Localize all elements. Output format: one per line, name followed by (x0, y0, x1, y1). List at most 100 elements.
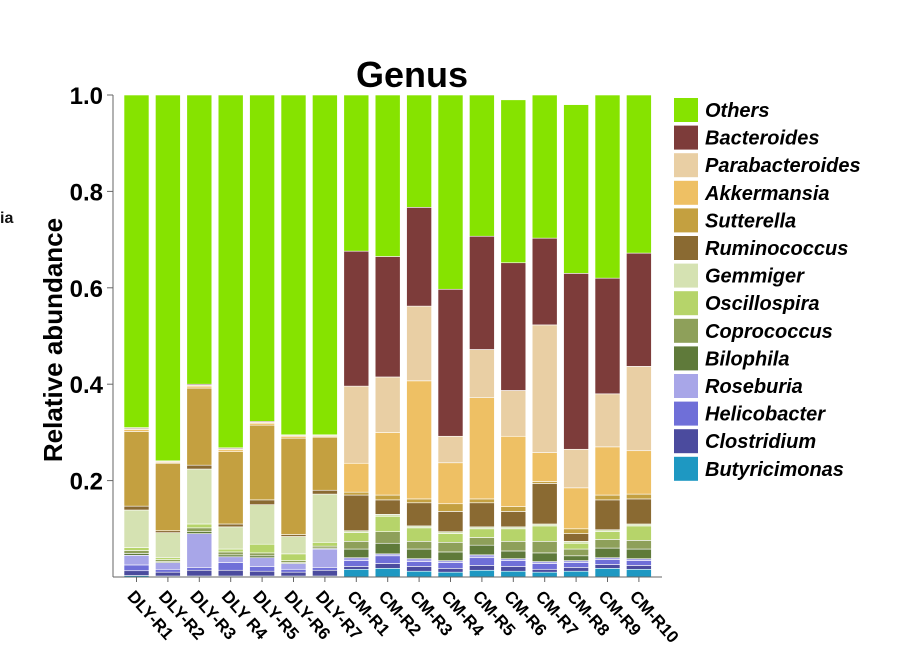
bar-segment-roseburia-dly-r4 (217, 556, 244, 563)
bar-segment-oscillospira-dly-r4 (217, 548, 244, 553)
bar-segment-bilophila-cm-r3 (406, 548, 432, 559)
bar-segment-others-dly-r2 (155, 94, 181, 462)
bar-segment-parabacteroides-cm-r3 (406, 305, 432, 382)
bar-segment-bacteroides-cm-r4 (437, 288, 464, 437)
bar-segment-oscillospira-cm-r3 (406, 527, 432, 542)
bar-segment-coprococcus-cm-r2 (374, 531, 401, 544)
bar-segment-others-cm-r6 (500, 99, 527, 264)
bar-segment-helicobacter-dly-r1 (123, 564, 150, 572)
bar-segment-coprococcus-cm-r5 (469, 537, 495, 546)
bar-segment-clostridium-cm-r9 (594, 564, 621, 569)
bar-segment-helicobacter-cm-r3 (406, 561, 432, 567)
bar-segment-bacteroides-cm-r5 (469, 235, 495, 350)
bar-segment-sutterella-dly-r4 (217, 451, 244, 525)
bar-segment-gemmiger-dly-r3 (186, 468, 213, 525)
legend-swatch-oscillospira (674, 291, 698, 316)
bar-segment-clostridium-cm-r10 (626, 565, 652, 570)
bar-segment-clostridium-dly-r7 (312, 569, 338, 577)
bar-segment-others-cm-r10 (626, 94, 652, 254)
legend-swatch-ruminococcus (674, 236, 698, 260)
bar-segment-clostridium-dly-r4 (217, 569, 244, 577)
bar-segment-bilophila-cm-r7 (531, 552, 558, 562)
legend-label-others: Others (705, 100, 769, 122)
bar-segment-roseburia-cm-r3 (406, 558, 432, 562)
legend-label-bacteroides: Bacteroides (705, 128, 820, 150)
bar-segment-sutterella-cm-r3 (406, 498, 432, 504)
bar-segment-others-dly-r7 (312, 94, 338, 436)
bar-segment-coprococcus-cm-r6 (500, 541, 527, 552)
legend-label-parabacteroides: Parabacteroides (705, 155, 861, 177)
legend-label-gemmiger: Gemmiger (705, 266, 805, 288)
bar-segment-roseburia-cm-r5 (469, 554, 495, 559)
bar-segment-sutterella-dly-r7 (312, 436, 338, 491)
bar-segment-coprococcus-dly-r5 (249, 552, 275, 557)
bar-segment-akkermansia-cm-r1 (343, 462, 370, 493)
legend-label-ruminococcus: Ruminococcus (705, 238, 848, 260)
bar-segment-sutterella-cm-r8 (563, 528, 589, 534)
bar-segment-akkermansia-cm-r7 (531, 452, 558, 482)
bar-segment-oscillospira-cm-r8 (563, 542, 589, 550)
bar-segment-others-dly-r3 (186, 94, 213, 385)
bar-segment-others-dly-r1 (123, 94, 150, 428)
bar-segment-sutterella-dly-r1 (123, 431, 150, 507)
bar-segment-coprococcus-cm-r4 (437, 541, 464, 553)
bar-segment-parabacteroides-cm-r6 (500, 390, 527, 437)
bar-segment-bilophila-cm-r2 (374, 542, 401, 555)
y-tick-label: 0.6 (70, 276, 103, 303)
bar-segment-parabacteroides-cm-r1 (343, 385, 370, 464)
bar-segment-butyricimonas-cm-r2 (374, 568, 401, 578)
bar-segment-coprococcus-cm-r1 (343, 541, 370, 550)
bar-segment-others-cm-r2 (374, 94, 401, 257)
bar-segment-coprococcus-dly-r4 (217, 551, 244, 556)
bar-segment-clostridium-dly-r3 (186, 569, 213, 577)
legend-swatch-clostridium (674, 429, 698, 454)
legend-swatch-butyricimonas (674, 456, 698, 481)
bar-segment-akkermansia-cm-r9 (594, 446, 621, 496)
bar-segment-butyricimonas-cm-r10 (626, 568, 652, 578)
bar-segment-sutterella-dly-r2 (155, 462, 181, 532)
bar-segment-roseburia-cm-r1 (343, 557, 370, 561)
bar-segment-butyricimonas-cm-r6 (500, 570, 527, 578)
bar-segment-coprococcus-cm-r3 (406, 541, 432, 550)
bar-segment-oscillospira-dly-r7 (312, 541, 338, 547)
bar-segment-oscillospira-dly-r1 (123, 547, 150, 551)
legend-label-roseburia: Roseburia (705, 376, 803, 398)
chart-title: Genus (356, 54, 468, 95)
bar-segment-helicobacter-dly-r4 (217, 562, 244, 571)
bar-segment-ruminococcus-cm-r4 (437, 511, 464, 532)
bar-segment-others-dly-r5 (249, 94, 275, 422)
bar-segment-bacteroides-cm-r1 (343, 250, 370, 387)
bar-segment-roseburia-dly-r6 (280, 563, 307, 570)
bar-segment-others-cm-r7 (531, 94, 558, 239)
bar-segment-sutterella-cm-r10 (626, 493, 652, 500)
bar-segment-bacteroides-cm-r7 (531, 237, 558, 326)
bar-segment-ruminococcus-cm-r6 (500, 511, 527, 528)
bar-segment-helicobacter-cm-r8 (563, 562, 589, 568)
bar-segment-others-cm-r1 (343, 94, 370, 252)
legend: Others Bacteroides Parabacteroides Akkerman… (674, 98, 861, 481)
bar-segment-bilophila-cm-r10 (626, 548, 652, 559)
bar-segment-helicobacter-dly-r5 (249, 566, 275, 572)
bar-segment-helicobacter-dly-r7 (312, 567, 338, 571)
y-tick-label: 0.2 (70, 469, 103, 496)
bar-segment-clostridium-cm-r7 (531, 568, 558, 573)
bar-segment-parabacteroides-cm-r4 (437, 435, 464, 464)
axes-group: 0.2 0.4 0.6 0.8 1.0 (70, 83, 662, 582)
bar-segment-coprococcus-dly-r1 (123, 550, 150, 554)
legend-swatch-helicobacter (674, 401, 698, 426)
bar-segment-ruminococcus-cm-r1 (343, 494, 370, 532)
bar-segment-coprococcus-cm-r7 (531, 541, 558, 554)
bar-segment-bacteroides-cm-r2 (374, 256, 401, 378)
bar-segment-butyricimonas-cm-r3 (406, 570, 432, 578)
bar-segment-helicobacter-cm-r1 (343, 560, 370, 567)
bar-segment-bilophila-cm-r4 (437, 551, 464, 561)
bar-segment-coprococcus-cm-r8 (563, 548, 589, 557)
bar-segment-ruminococcus-dly-r4 (217, 523, 244, 528)
bar-segment-clostridium-dly-r5 (249, 570, 275, 577)
bar-segment-clostridium-cm-r4 (437, 568, 464, 573)
bar-segment-parabacteroides-cm-r8 (563, 448, 589, 489)
bar-segment-ruminococcus-cm-r3 (406, 502, 432, 527)
bar-segment-ruminococcus-dly-r7 (312, 489, 338, 495)
